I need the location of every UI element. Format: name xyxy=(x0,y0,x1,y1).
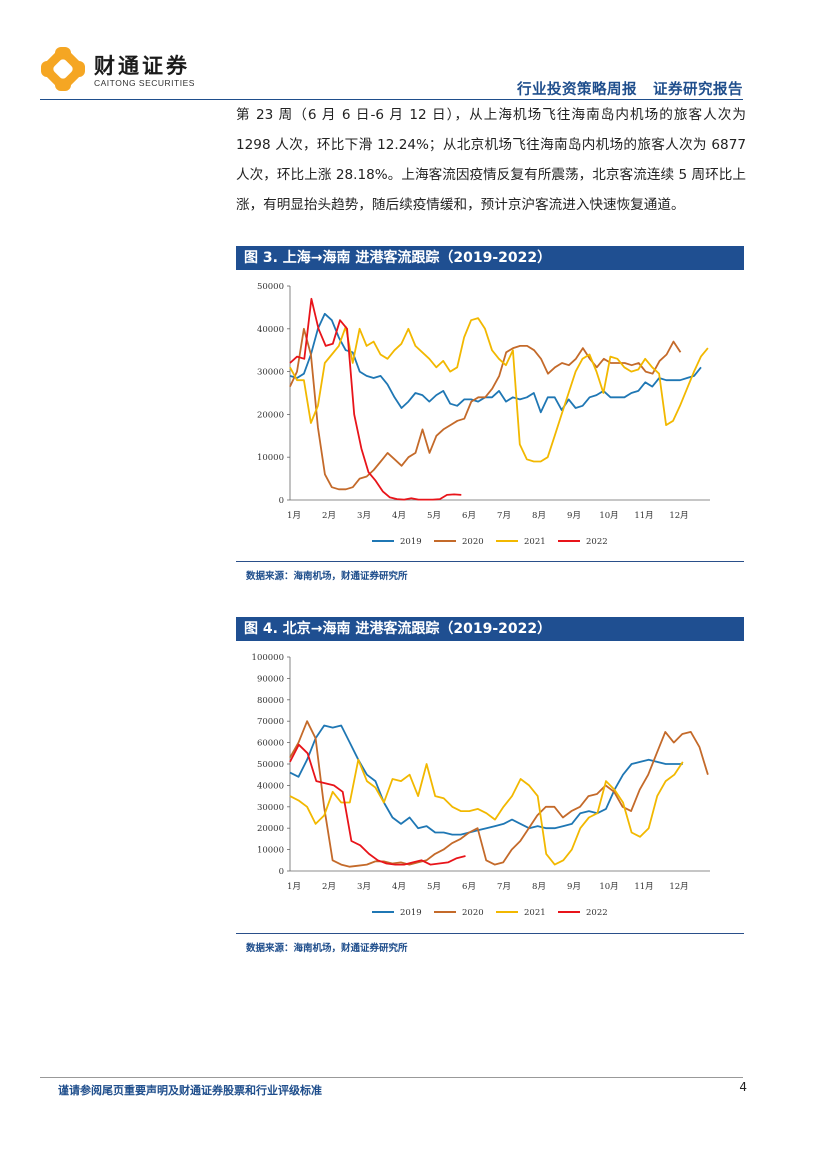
y-tick-label: 30000 xyxy=(257,803,284,813)
figure-4-chart: 0 10000 20000 30000 40000 50000 60000 70000 8000… xyxy=(236,643,744,928)
x-tick-label: 3月 xyxy=(357,882,371,892)
logo-mark-icon xyxy=(41,47,85,91)
legend-label-2021: 2021 xyxy=(524,537,546,547)
x-tick-label: 6月 xyxy=(462,511,476,521)
x-tick-label: 7月 xyxy=(497,882,511,892)
legend-label-2019: 2019 xyxy=(400,537,422,547)
series-line-2019 xyxy=(289,724,683,836)
x-tick-label: 2月 xyxy=(322,882,336,892)
x-tick-label: 11月 xyxy=(634,882,653,892)
y-tick-label: 20000 xyxy=(257,410,284,420)
legend-label-2021: 2021 xyxy=(524,908,546,918)
series-line-2022 xyxy=(289,743,466,866)
y-tick-label: 50000 xyxy=(257,282,284,292)
report-category: 证券研究报告 xyxy=(653,82,743,98)
report-header: 行业投资策略周报 证券研究报告 xyxy=(517,78,743,99)
series-line-2021 xyxy=(289,317,709,463)
y-tick-label: 10000 xyxy=(257,453,284,463)
figure-4-title: 图 4. 北京→海南 进港客流跟踪（2019-2022） xyxy=(236,617,744,641)
y-tick-label: 70000 xyxy=(257,717,284,727)
report-type: 行业投资策略周报 xyxy=(517,82,637,98)
figure-3-source-divider xyxy=(236,561,744,562)
x-tick-label: 11月 xyxy=(634,511,653,521)
page-number: 4 xyxy=(739,1080,747,1094)
x-tick-label: 3月 xyxy=(357,511,371,521)
x-tick-label: 2月 xyxy=(322,511,336,521)
x-tick-label: 12月 xyxy=(669,511,688,521)
legend-label-2022: 2022 xyxy=(586,537,608,547)
series-line-2020 xyxy=(289,327,682,491)
x-tick-label: 8月 xyxy=(532,882,546,892)
y-tick-label: 90000 xyxy=(257,674,284,684)
x-tick-label: 6月 xyxy=(462,882,476,892)
figure-4-source: 数据来源：海南机场，财通证券研究所 xyxy=(246,943,408,954)
footer-divider xyxy=(40,1077,743,1078)
x-tick-label: 1月 xyxy=(287,511,301,521)
figure-3-chart-svg: 0 10000 20000 30000 40000 50000 1月 2月 3月 4月 5月 6月 7月… xyxy=(257,282,710,547)
footer-disclaimer: 谨请参阅尾页重要声明及财通证券股票和行业评级标准 xyxy=(58,1084,322,1097)
y-tick-label: 40000 xyxy=(257,781,284,791)
y-tick-label: 0 xyxy=(279,496,284,506)
x-tick-label: 7月 xyxy=(497,511,511,521)
x-tick-label: 12月 xyxy=(669,882,688,892)
y-tick-label: 50000 xyxy=(257,760,284,770)
y-tick-label: 10000 xyxy=(257,846,284,856)
x-tick-label: 9月 xyxy=(567,511,581,521)
header-divider xyxy=(40,99,743,100)
body-paragraph: 第 23 周（6 月 6 日-6 月 12 日），从上海机场飞往海南岛内机场的旅… xyxy=(236,107,746,213)
x-tick-label: 1月 xyxy=(287,882,301,892)
series-line-2022 xyxy=(289,297,462,501)
y-tick-label: 40000 xyxy=(257,325,284,335)
y-tick-label: 60000 xyxy=(257,739,284,749)
figure-3-title: 图 3. 上海→海南 进港客流跟踪（2019-2022） xyxy=(236,246,744,270)
y-tick-label: 0 xyxy=(279,867,284,877)
x-tick-label: 4月 xyxy=(392,511,406,521)
y-tick-label: 30000 xyxy=(257,368,284,378)
figure-4-source-divider xyxy=(236,933,744,934)
series-line-2021 xyxy=(289,758,684,866)
logo-english-name: CAITONG SECURITIES xyxy=(94,78,195,88)
y-tick-label: 20000 xyxy=(257,824,284,834)
x-tick-label: 9月 xyxy=(567,882,581,892)
x-tick-label: 5月 xyxy=(427,882,441,892)
x-tick-label: 8月 xyxy=(532,511,546,521)
legend-label-2020: 2020 xyxy=(462,537,484,547)
company-logo: 财通证券 CAITONG SECURITIES xyxy=(40,46,200,94)
x-tick-label: 5月 xyxy=(427,511,441,521)
x-tick-label: 10月 xyxy=(599,882,618,892)
figure-3-source: 数据来源：海南机场，财通证券研究所 xyxy=(246,571,408,582)
legend-label-2020: 2020 xyxy=(462,908,484,918)
y-tick-label: 100000 xyxy=(252,653,284,663)
logo-chinese-name: 财通证券 xyxy=(94,54,190,78)
legend-label-2022: 2022 xyxy=(586,908,608,918)
figure-3-chart: 0 10000 20000 30000 40000 50000 1月 2月 3月 4月 5月 6月 7月… xyxy=(236,272,744,557)
y-tick-label: 80000 xyxy=(257,696,284,706)
figure-4-chart-svg: 0 10000 20000 30000 40000 50000 60000 70000 8000… xyxy=(252,653,710,918)
legend-label-2019: 2019 xyxy=(400,908,422,918)
x-tick-label: 10月 xyxy=(599,511,618,521)
series-line-2020 xyxy=(289,720,709,868)
x-tick-label: 4月 xyxy=(392,882,406,892)
series-line-2019 xyxy=(289,312,702,414)
